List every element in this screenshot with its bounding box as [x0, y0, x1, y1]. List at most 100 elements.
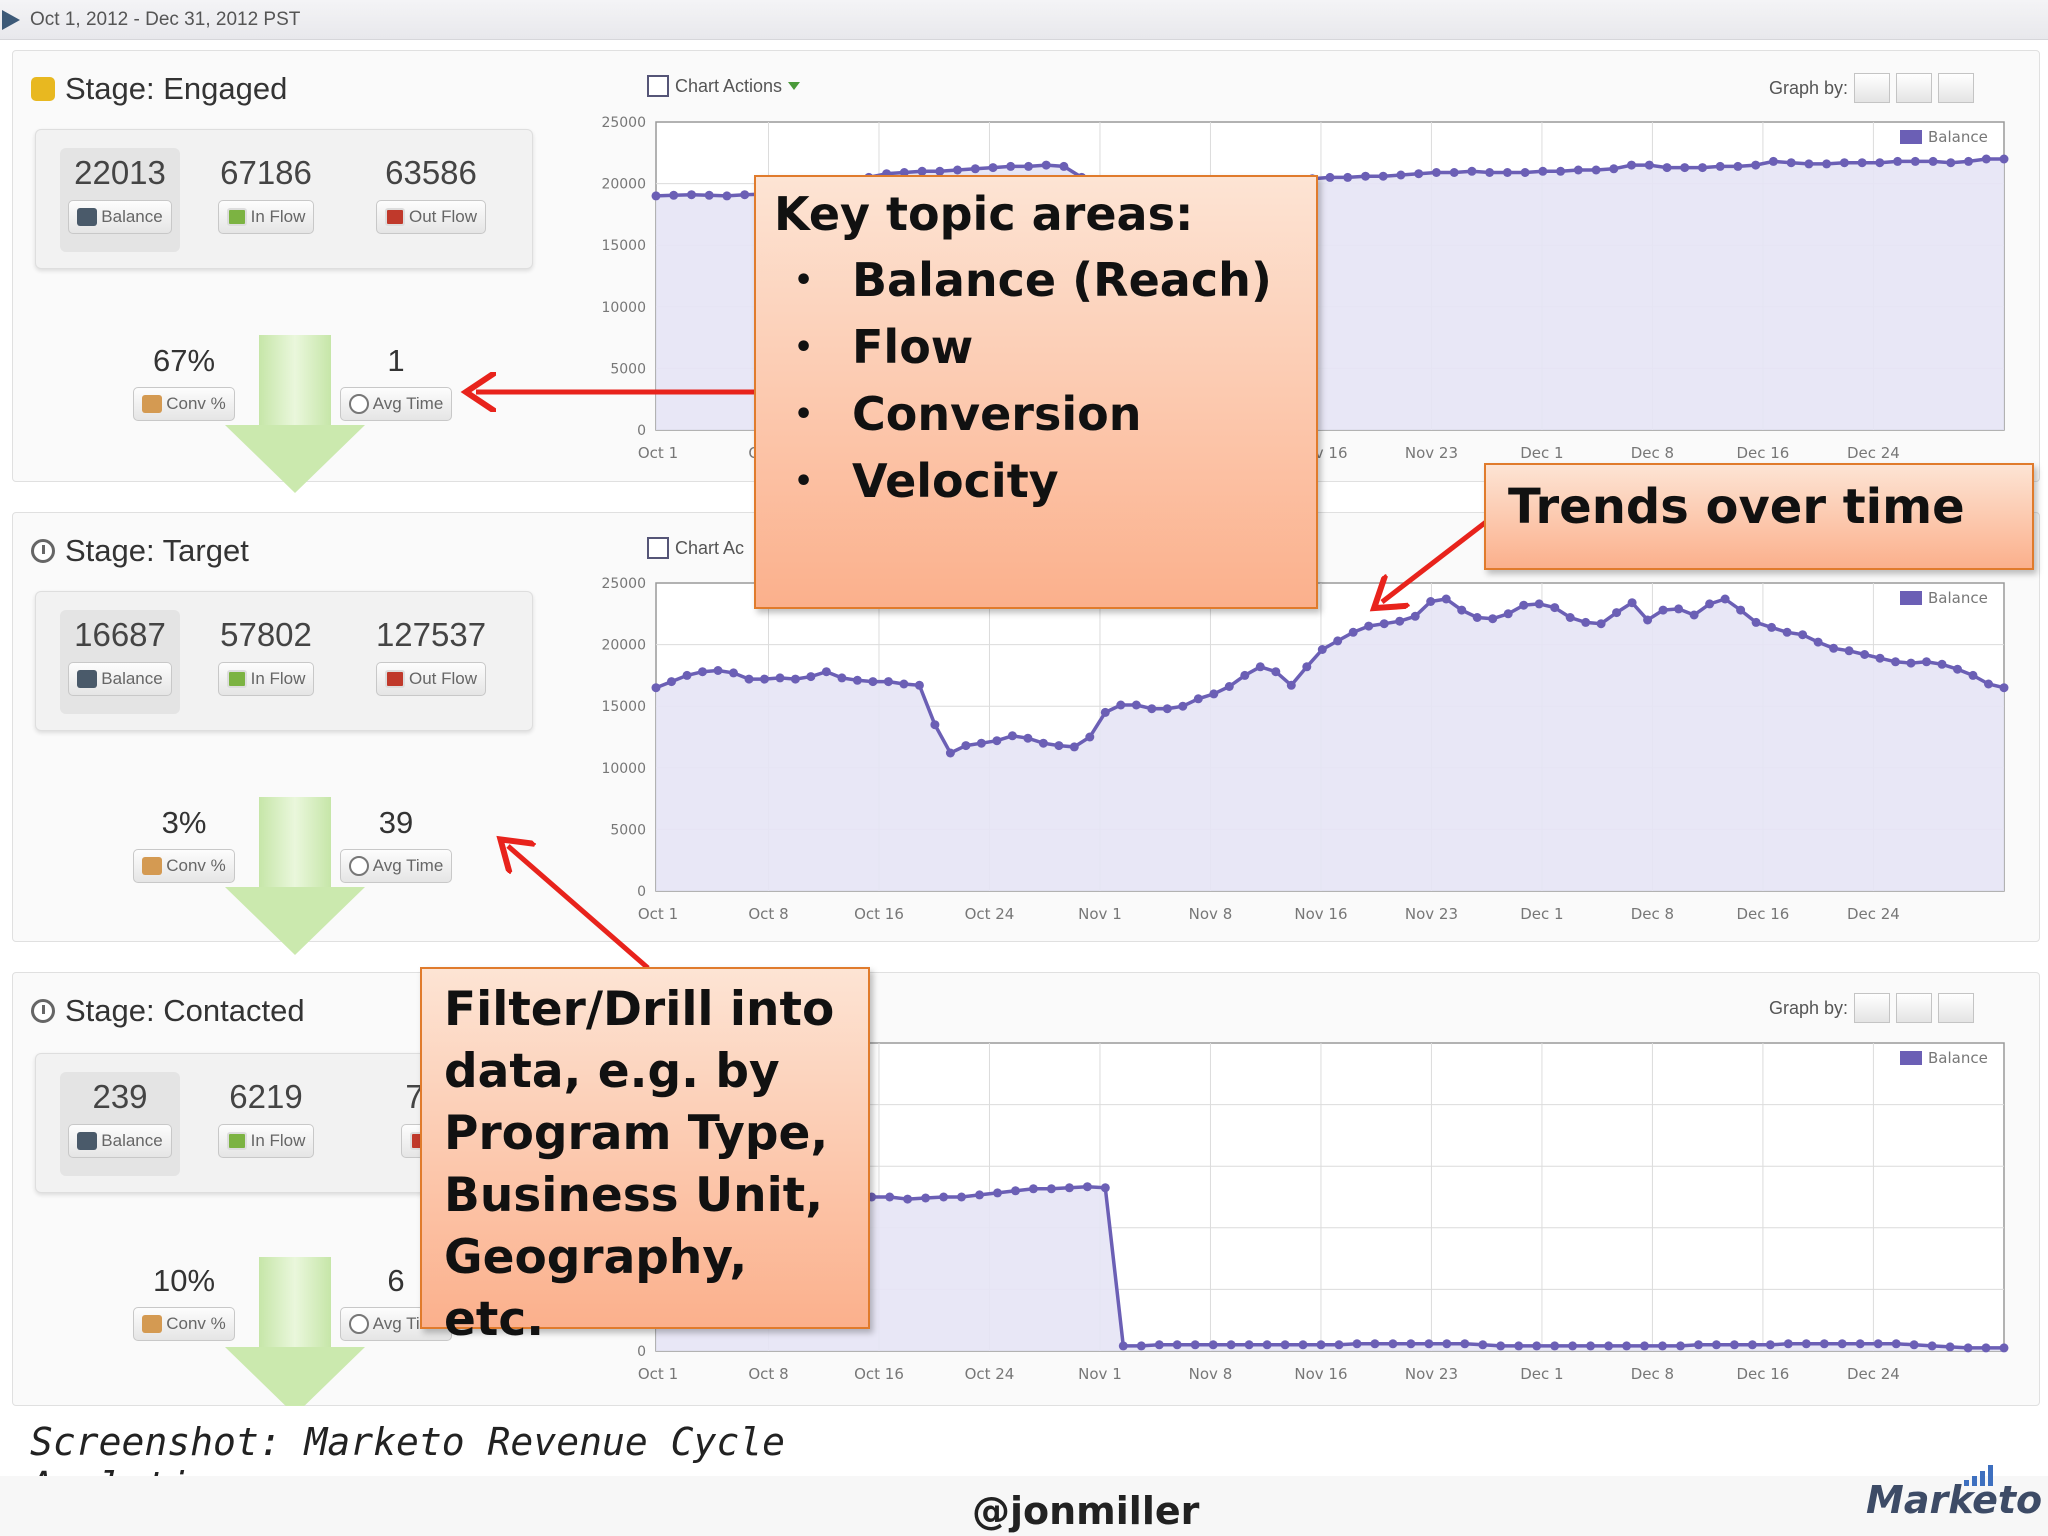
data-point: [1007, 731, 1017, 741]
data-point: [1581, 617, 1591, 627]
out-flow-icon: [384, 208, 405, 226]
balance-button[interactable]: Balance: [68, 1124, 172, 1158]
x-tick-label: Oct 1: [638, 444, 678, 462]
balance-chart-contacted[interactable]: Oct 1 Oct 8 Oct 16 Oct 24 Nov 1 Nov 8 Nov 16 No…: [600, 1033, 2020, 1393]
data-point: [1922, 657, 1931, 667]
data-point: [1064, 1183, 1074, 1193]
graph-by-week-button[interactable]: [1896, 73, 1933, 103]
stats-box: 22013 Balance 67186 In Flow 63586 Out Fl…: [35, 129, 533, 269]
balance-button[interactable]: Balance: [68, 662, 172, 696]
chart-actions-menu[interactable]: Chart Ac: [647, 537, 744, 559]
thumbs-up-icon: [142, 395, 163, 413]
x-tick-label: Nov 16: [1294, 905, 1347, 923]
conv-stat[interactable]: 67% Conv %: [119, 343, 249, 421]
data-point: [1968, 670, 1978, 680]
data-point: [651, 683, 661, 693]
in-flow-button[interactable]: In Flow: [217, 662, 315, 696]
callout-key-title: Key topic areas:: [774, 187, 1194, 241]
avg-time-value: 39: [378, 805, 414, 840]
series-line: [655, 597, 2005, 756]
data-point: [1226, 1340, 1236, 1350]
data-point: [883, 677, 893, 687]
graph-by-week-button[interactable]: [1896, 993, 1933, 1023]
data-point: [1662, 163, 1672, 173]
data-point: [1909, 1340, 1919, 1350]
conv-stat[interactable]: 10% Conv %: [119, 1263, 249, 1341]
in-flow-label: In Flow: [250, 207, 306, 226]
graph-by-day-button[interactable]: [1854, 993, 1891, 1023]
x-tick-label: Nov 23: [1405, 905, 1458, 923]
data-point: [1860, 650, 1870, 659]
data-point: [1953, 664, 1962, 674]
conv-value: 67%: [152, 343, 216, 378]
play-icon[interactable]: [2, 10, 20, 30]
avg-time-stat[interactable]: 39 Avg Time: [331, 805, 461, 883]
data-point: [1172, 1340, 1182, 1350]
balance-stat[interactable]: 239 Balance: [60, 1072, 180, 1176]
avg-time-button[interactable]: Avg Time: [339, 387, 453, 421]
graph-by-day-button[interactable]: [1854, 73, 1891, 103]
data-point: [1100, 1183, 1110, 1193]
x-tick-label: Dec 1: [1520, 444, 1563, 462]
graph-by: Graph by:: [1769, 73, 1975, 103]
key-topic-item: Velocity: [852, 454, 1059, 508]
balance-button[interactable]: Balance: [68, 200, 172, 234]
balance-stat[interactable]: 16687 Balance: [60, 610, 180, 714]
out-flow-button[interactable]: Out Flow: [375, 662, 487, 696]
data-point: [1147, 704, 1157, 714]
graph-by-month-button[interactable]: [1938, 993, 1975, 1023]
graph-by-label: Graph by:: [1769, 997, 1849, 1018]
clock-icon: [348, 1314, 369, 1334]
date-range[interactable]: Oct 1, 2012 - Dec 31, 2012 PST: [30, 9, 301, 30]
conv-button[interactable]: Conv %: [133, 849, 235, 883]
data-point: [1733, 161, 1743, 171]
data-point: [1467, 166, 1477, 176]
data-point: [1604, 1341, 1614, 1351]
conv-button[interactable]: Conv %: [133, 1307, 235, 1341]
out-flow-button[interactable]: Out Flow: [375, 200, 487, 234]
data-point: [1891, 657, 1900, 667]
in-flow-button[interactable]: In Flow: [217, 1124, 315, 1158]
chart-actions-menu[interactable]: Chart Actions: [647, 75, 801, 97]
balance-label: Balance: [101, 207, 163, 226]
data-point: [1485, 168, 1495, 177]
stats-box: 16687 Balance 57802 In Flow 127537 Out F…: [35, 591, 533, 731]
x-tick-label: Oct 1: [638, 1365, 678, 1383]
data-point: [903, 1194, 913, 1204]
in-flow-value: 6219: [229, 1078, 303, 1115]
data-point: [1286, 680, 1296, 690]
data-point: [1857, 158, 1867, 168]
people-icon: [77, 208, 98, 226]
data-point: [775, 673, 785, 683]
in-flow-stat[interactable]: 6219 In Flow: [206, 1072, 326, 1158]
data-point: [1364, 621, 1374, 631]
balance-value: 16687: [74, 616, 166, 653]
list-item: • Velocity: [774, 448, 1298, 515]
conv-button[interactable]: Conv %: [133, 387, 235, 421]
arrow-to-trend: [1382, 520, 1488, 602]
avg-time-stat[interactable]: 1 Avg Time: [331, 343, 461, 421]
graph-by-month-button[interactable]: [1938, 73, 1975, 103]
balance-chart-target[interactable]: Oct 1 Oct 8 Oct 16 Oct 24 Nov 1 Nov 8 Nov 16 No…: [600, 573, 2020, 933]
key-topic-item: Balance (Reach): [852, 253, 1272, 307]
out-flow-stat[interactable]: 127537 Out Flow: [356, 610, 506, 696]
in-flow-button[interactable]: In Flow: [217, 200, 315, 234]
out-flow-stat[interactable]: 63586 Out Flow: [356, 148, 506, 234]
data-point: [1855, 1339, 1865, 1349]
legend-label: Balance: [1928, 589, 1988, 607]
data-point: [1643, 615, 1653, 625]
conv-label: Conv %: [166, 1314, 226, 1333]
conv-stat[interactable]: 3% Conv %: [119, 805, 249, 883]
data-point: [704, 190, 714, 200]
in-flow-stat[interactable]: 57802 In Flow: [206, 610, 326, 696]
y-tick-label: 10000: [601, 300, 646, 316]
avg-time-button[interactable]: Avg Time: [339, 849, 453, 883]
data-point: [687, 190, 696, 200]
balance-stat[interactable]: 22013 Balance: [60, 148, 180, 252]
legend-swatch: [1900, 130, 1922, 144]
in-flow-stat[interactable]: 67186 In Flow: [206, 148, 326, 234]
x-tick-label: Oct 8: [748, 1365, 788, 1383]
clock-icon: [348, 856, 369, 876]
data-point: [1676, 1341, 1685, 1351]
data-point: [837, 673, 847, 683]
